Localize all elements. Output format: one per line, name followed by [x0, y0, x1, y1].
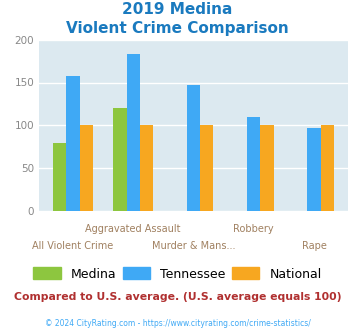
Bar — [307, 128, 321, 211]
Bar — [127, 54, 140, 211]
Bar — [260, 125, 274, 211]
Bar — [53, 143, 66, 211]
Text: Violent Crime Comparison: Violent Crime Comparison — [66, 21, 289, 36]
Text: Murder & Mans...: Murder & Mans... — [152, 241, 235, 251]
Bar — [113, 108, 127, 211]
Bar — [187, 85, 200, 211]
Text: Robbery: Robbery — [234, 224, 274, 234]
Text: Aggravated Assault: Aggravated Assault — [86, 224, 181, 234]
Bar — [80, 125, 93, 211]
Text: Compared to U.S. average. (U.S. average equals 100): Compared to U.S. average. (U.S. average … — [14, 292, 341, 302]
Bar — [140, 125, 153, 211]
Text: 2019 Medina: 2019 Medina — [122, 2, 233, 16]
Text: Rape: Rape — [301, 241, 326, 251]
Legend: Medina, Tennessee, National: Medina, Tennessee, National — [29, 264, 326, 284]
Text: © 2024 CityRating.com - https://www.cityrating.com/crime-statistics/: © 2024 CityRating.com - https://www.city… — [45, 319, 310, 328]
Bar — [321, 125, 334, 211]
Bar — [247, 117, 260, 211]
Bar — [200, 125, 213, 211]
Text: All Violent Crime: All Violent Crime — [32, 241, 114, 251]
Bar — [66, 77, 80, 211]
